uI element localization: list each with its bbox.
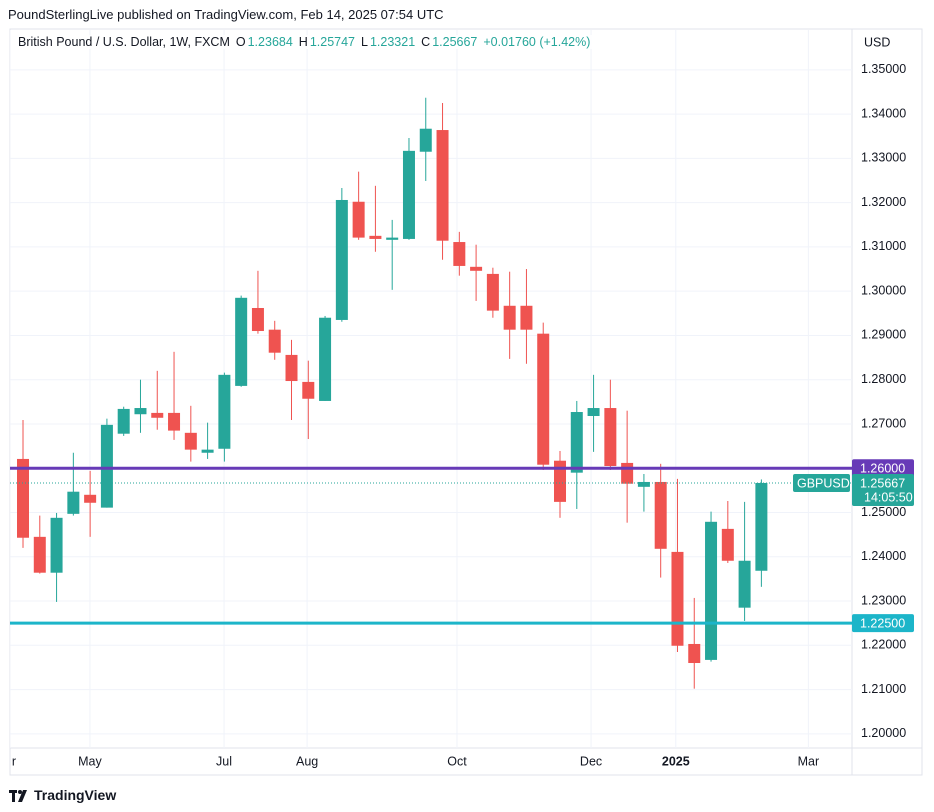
countdown-label: 14:05:50: [864, 490, 913, 504]
low-value: 1.23321: [369, 35, 416, 49]
x-tick-label: Oct: [447, 754, 467, 768]
price-tag-label: 1.26000: [860, 462, 905, 476]
logo-part: [12, 790, 15, 802]
candle-body: [637, 481, 650, 487]
high-value: 1.25747: [309, 35, 356, 49]
logo-part: [18, 790, 22, 794]
close-key: C: [421, 35, 431, 49]
plot: [10, 30, 852, 748]
symbol-tag: [793, 473, 850, 492]
y-tick-label: 1.35000: [861, 62, 906, 76]
y-tick-label: 1.24000: [861, 549, 906, 563]
price-tag-label: 1.22500: [860, 616, 905, 630]
y-tick-label: 1.23000: [861, 593, 906, 607]
candle-body: [671, 551, 684, 646]
candle-body: [402, 150, 415, 239]
y-tick-label: 1.31000: [861, 239, 906, 253]
high-key: H: [298, 35, 308, 49]
candle-body: [755, 482, 768, 571]
open-value: 1.23684: [247, 35, 293, 49]
last-price-tag: [852, 473, 914, 506]
candle-body: [453, 242, 466, 266]
x-tick-label: 2025: [662, 754, 690, 768]
candle-body: [134, 408, 147, 415]
y-tick-label: 1.30000: [861, 283, 906, 297]
candle-body: [419, 128, 432, 152]
currency-label: USD: [864, 35, 890, 49]
x-tick-label: Mar: [798, 754, 820, 768]
y-tick-label: 1.20000: [861, 726, 906, 740]
candle-body: [520, 305, 533, 330]
candle-body: [436, 130, 449, 241]
candle-body: [33, 536, 46, 573]
x-tick-label: Aug: [296, 754, 318, 768]
candle-body: [319, 317, 332, 401]
candle-body: [151, 412, 164, 418]
y-tick-label: 1.34000: [861, 106, 906, 120]
candle-body: [84, 494, 97, 503]
y-tick-label: 1.25000: [861, 505, 906, 519]
change-value: +0.01760 (+1.42%): [483, 35, 591, 49]
candle-body: [335, 199, 348, 320]
candle-body: [285, 354, 298, 382]
candle-body: [184, 432, 197, 450]
candle-body: [369, 235, 382, 239]
logo-part: [18, 790, 27, 802]
candle-body: [100, 424, 113, 508]
candle-body: [50, 517, 63, 573]
y-tick-label: 1.28000: [861, 372, 906, 386]
candle-body: [503, 305, 516, 330]
candle-body: [621, 462, 634, 484]
price-tag: [852, 459, 914, 478]
low-key: L: [361, 35, 368, 49]
y-tick-label: 1.32000: [861, 195, 906, 209]
x-tick-label: Dec: [580, 754, 602, 768]
candle-body: [67, 491, 80, 514]
open-key: O: [235, 35, 246, 49]
candle-body: [251, 307, 264, 332]
candle-body: [721, 528, 734, 561]
candle-body: [705, 521, 718, 660]
x-tick-label: May: [78, 754, 102, 768]
candle-body: [738, 560, 751, 608]
symbol-tag-label: GBPUSD: [797, 476, 850, 490]
candle-body: [302, 381, 315, 399]
candle-body: [587, 408, 600, 417]
candle-body: [352, 201, 365, 238]
candle-body: [17, 458, 30, 538]
candle-body: [654, 481, 667, 549]
y-tick-label: 1.33000: [861, 151, 906, 165]
candle-body: [554, 460, 567, 502]
x-tick-label: r: [12, 754, 16, 768]
symbol-description: British Pound / U.S. Dollar, 1W, FXCM: [18, 35, 230, 49]
y-tick-label: 1.27000: [861, 416, 906, 430]
x-tick-label: Jul: [216, 754, 232, 768]
candle-body: [386, 237, 399, 240]
candle-body: [218, 374, 231, 449]
candle-body: [201, 449, 214, 453]
y-tick-label: 1.22000: [861, 638, 906, 652]
candle-body: [604, 408, 617, 467]
publish-note: PoundSterlingLive published on TradingVi…: [8, 7, 444, 22]
brand-logo: [9, 790, 27, 802]
brand: TradingView: [34, 787, 117, 803]
close-value: 1.25667: [432, 35, 478, 49]
candle-body: [570, 412, 583, 473]
chart-frame: [9, 28, 923, 776]
candle-body: [117, 408, 130, 434]
candle-body: [168, 412, 181, 431]
candle-body: [688, 643, 701, 664]
candle-body: [537, 333, 550, 465]
candle-body: [470, 266, 483, 271]
price-tag: [852, 614, 914, 633]
y-tick-label: 1.21000: [861, 682, 906, 696]
candle-body: [268, 329, 281, 353]
last-price-label: 1.25667: [860, 476, 905, 490]
candle-body: [486, 273, 499, 311]
candle-body: [235, 297, 248, 386]
y-tick-label: 1.29000: [861, 328, 906, 342]
